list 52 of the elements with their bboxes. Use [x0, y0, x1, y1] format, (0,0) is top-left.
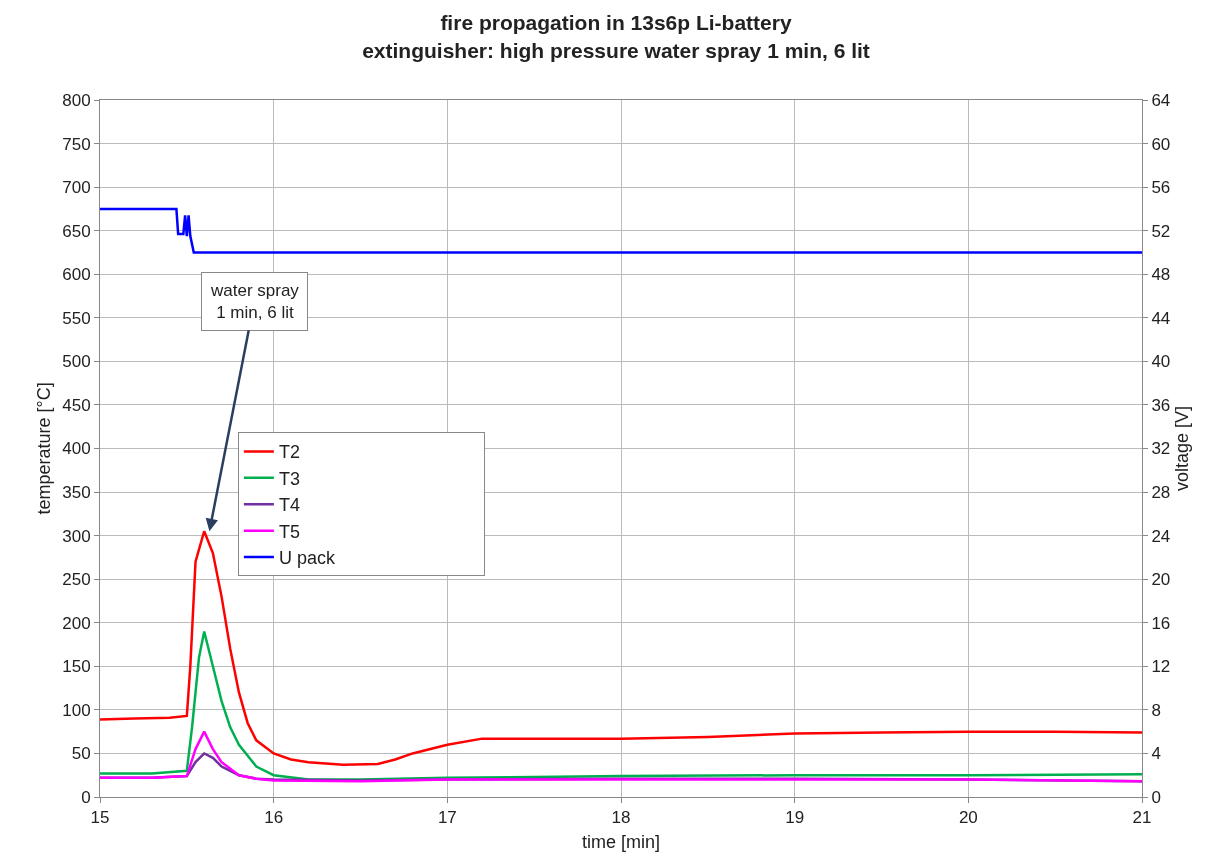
y-tick-label: 700 [62, 178, 91, 198]
x-axis-title: time [min] [581, 831, 661, 852]
y2-tick-label: 48 [1151, 265, 1171, 285]
y-tick-label: 800 [62, 90, 91, 110]
y-tick-label: 300 [62, 526, 91, 546]
y2-tick-label: 24 [1151, 526, 1171, 546]
x-tick-label: 17 [437, 808, 457, 828]
chart-title: fire propagation in 13s6p Li-battery [440, 11, 792, 35]
y2-tick-label: 60 [1151, 134, 1171, 154]
x-tick-label: 21 [1132, 808, 1152, 828]
y2-axis-title: voltage [V] [1172, 405, 1193, 492]
annotation: water spray 1 min, 6 lit [210, 281, 300, 323]
y-tick-label: 550 [62, 308, 91, 328]
y-tick-label: 500 [62, 352, 91, 372]
y-tick-label: 450 [62, 395, 91, 415]
y-tick-label: 200 [62, 613, 91, 633]
y-axis-title: temperature [°C] [34, 382, 55, 515]
y2-tick-label: 28 [1151, 483, 1171, 503]
legend-label: T2 [278, 442, 300, 463]
y-tick-label: 600 [62, 265, 91, 285]
y2-tick-label: 8 [1151, 700, 1161, 720]
y2-tick-label: 52 [1151, 221, 1171, 241]
y2-tick-label: 20 [1151, 570, 1171, 590]
y2-tick-label: 4 [1151, 744, 1161, 764]
y2-tick-label: 16 [1151, 613, 1171, 633]
y-tick-label: 350 [62, 483, 91, 503]
y2-tick-label: 56 [1151, 178, 1171, 198]
y-tick-label: 650 [62, 221, 91, 241]
y2-tick-label: 40 [1151, 352, 1171, 372]
legend-label: T5 [278, 521, 300, 542]
legend-label: U pack [278, 548, 336, 569]
x-tick-label: 19 [785, 808, 805, 828]
y2-tick-label: 0 [1151, 787, 1161, 807]
y2-tick-label: 64 [1151, 90, 1171, 110]
y-tick-label: 0 [81, 787, 91, 807]
y-tick-label: 100 [62, 700, 91, 720]
y2-tick-label: 32 [1151, 439, 1171, 459]
chart-subtitle: extinguisher: high pressure water spray 1 min, 6 lit [362, 38, 870, 62]
y-tick-label: 250 [62, 570, 91, 590]
legend-label: T3 [278, 468, 300, 489]
y2-tick-label: 36 [1151, 395, 1171, 415]
x-tick-label: 16 [264, 808, 284, 828]
x-tick-label: 18 [611, 808, 631, 828]
y-tick-label: 50 [71, 744, 91, 764]
y-tick-label: 150 [62, 657, 91, 677]
y-tick-label: 400 [62, 439, 91, 459]
legend-label: T4 [278, 495, 300, 516]
x-tick-label: 20 [958, 808, 978, 828]
y2-tick-label: 44 [1151, 308, 1171, 328]
y-tick-label: 750 [62, 134, 91, 154]
x-tick-label: 15 [90, 808, 110, 828]
y2-tick-label: 12 [1151, 657, 1171, 677]
